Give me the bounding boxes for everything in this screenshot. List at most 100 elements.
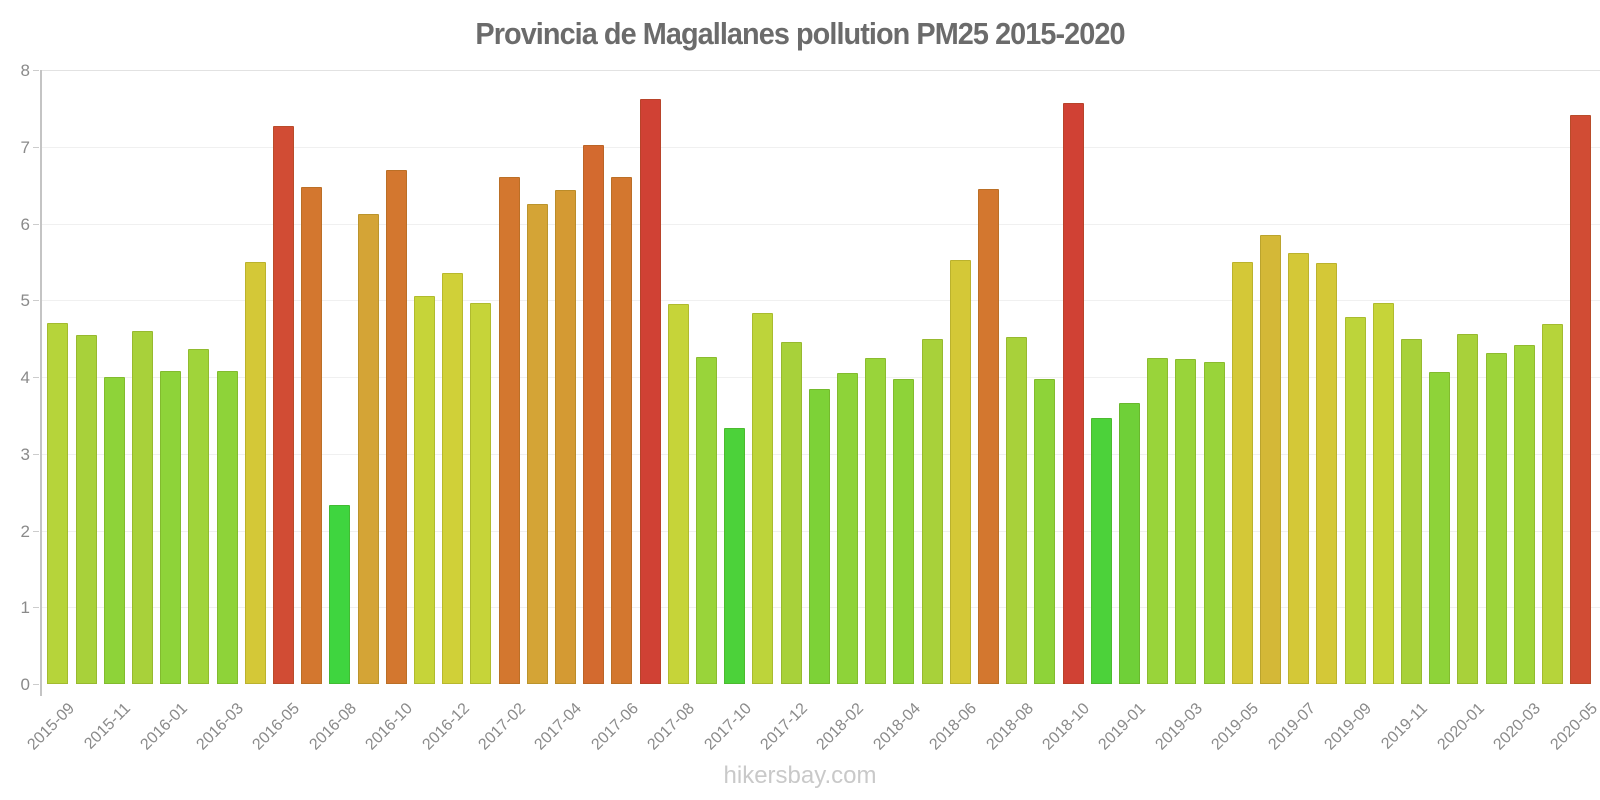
bar-2020-05: [1570, 115, 1592, 684]
bar-month-38: [1090, 417, 1112, 684]
y-tick-label-8: 8: [20, 61, 30, 80]
x-tick-label-2019-05: 2019-05: [1208, 700, 1263, 754]
bar-2016-03: [216, 370, 238, 684]
x-tick-label-2017-06: 2017-06: [588, 700, 642, 754]
bar-2017-02: [498, 176, 520, 684]
bar-month-12: [357, 214, 379, 684]
bar-month-24: [695, 357, 717, 684]
gridline-y-5: [40, 300, 1600, 302]
x-tick-label-2018-02: 2018-02: [813, 700, 868, 754]
y-axis-tick: [33, 530, 39, 532]
x-tick-label-2017-08: 2017-08: [644, 700, 699, 754]
bar-month-48: [1372, 303, 1394, 684]
bar-month-42: [1203, 362, 1225, 684]
bar-month-36: [1034, 378, 1056, 684]
bar-month-2: [75, 334, 97, 684]
x-tick-label-2017-12: 2017-12: [757, 700, 812, 754]
x-tick-label-2020-01: 2020-01: [1434, 700, 1488, 754]
watermark: hikersbay.com: [723, 762, 877, 789]
bar-month-32: [921, 339, 943, 684]
x-tick-label-2018-06: 2018-06: [926, 700, 981, 754]
bar-month-40: [1147, 357, 1169, 684]
bar-2019-05: [1231, 261, 1253, 684]
x-tick-label-2019-07: 2019-07: [1265, 700, 1319, 754]
bar-2019-07: [1288, 253, 1310, 684]
x-tick-label-2019-01: 2019-01: [1095, 700, 1150, 754]
x-tick-label-2019-09: 2019-09: [1321, 700, 1376, 754]
x-tick-label-2016-10: 2016-10: [362, 700, 417, 754]
y-tick-label-2: 2: [20, 521, 30, 541]
bar-2017-08: [667, 304, 689, 684]
bar-2016-05: [272, 126, 294, 684]
bar-month-26: [752, 312, 774, 684]
x-tick-label-2016-08: 2016-08: [306, 700, 360, 754]
bar-month-10: [301, 186, 323, 684]
y-axis-tick: [33, 453, 39, 455]
bar-month-46: [1316, 262, 1338, 684]
bar-2016-12: [442, 272, 464, 684]
bar-month-6: [188, 348, 210, 684]
gridline-y-4: [40, 377, 1600, 378]
x-tick-label-2016-01: 2016-01: [137, 700, 191, 754]
bar-month-54: [1541, 324, 1563, 684]
x-tick-label-2020-03: 2020-03: [1490, 700, 1545, 754]
x-tick-label-2016-05: 2016-05: [249, 700, 304, 754]
x-tick-label-2019-11: 2019-11: [1378, 700, 1432, 753]
bar-2018-04: [893, 379, 915, 684]
y-axis-tick: [33, 70, 39, 71]
bar-month-28: [808, 388, 830, 684]
y-tick-label-5: 5: [20, 291, 30, 311]
bar-2019-11: [1400, 339, 1422, 684]
y-tick-label-4: 4: [20, 368, 30, 387]
bar-2018-06: [949, 259, 971, 684]
bar-2016-08: [329, 505, 351, 684]
bar-2016-01: [160, 370, 182, 684]
bar-month-16: [470, 302, 492, 684]
x-tick-label-2018-10: 2018-10: [1039, 700, 1094, 754]
chart-title: Provincia de Magallanes pollution PM25 2…: [475, 16, 1125, 51]
bar-2019-09: [1344, 317, 1366, 684]
bar-2019-03: [1175, 359, 1197, 684]
y-axis-tick: [33, 377, 39, 378]
y-axis-tick: [33, 684, 39, 685]
bar-month-34: [977, 188, 999, 684]
x-tick-label-2017-10: 2017-10: [701, 700, 755, 754]
bar-month-14: [413, 296, 435, 684]
bar-2017-10: [724, 428, 746, 684]
bar-2019-01: [1118, 403, 1140, 684]
bar-month-8: [244, 261, 266, 684]
x-tick-label-2018-08: 2018-08: [983, 700, 1037, 754]
y-axis-tick: [33, 223, 39, 225]
bar-month-30: [865, 357, 887, 684]
y-axis-tick: [33, 146, 39, 148]
bar-2020-01: [1457, 334, 1479, 684]
x-tick-label-2017-04: 2017-04: [531, 700, 586, 754]
gridline-y-6: [40, 223, 1600, 225]
y-tick-label-0: 0: [20, 675, 30, 694]
x-tick-label-2018-04: 2018-04: [870, 700, 924, 754]
x-tick-label-2017-02: 2017-02: [475, 700, 530, 754]
bar-month-20: [583, 145, 605, 684]
bar-month-4: [131, 330, 153, 684]
y-tick-label-1: 1: [20, 598, 30, 618]
bar-2015-11: [103, 377, 125, 684]
x-tick-label-2020-05: 2020-05: [1547, 700, 1600, 754]
x-tick-label-2019-03: 2019-03: [1152, 700, 1206, 754]
bar-month-44: [1259, 235, 1281, 684]
y-tick-label-7: 7: [20, 137, 30, 157]
x-tick-label-2015-11: 2015-11: [81, 700, 135, 753]
bar-2017-06: [611, 176, 633, 684]
x-tick-label-2015-09: 2015-09: [24, 700, 78, 754]
y-tick-label-3: 3: [20, 444, 30, 464]
gridline-y-7: [40, 146, 1600, 148]
bar-2015-09: [47, 323, 69, 684]
bar-2020-03: [1513, 344, 1535, 684]
bar-month-50: [1429, 371, 1451, 684]
bar-month-18: [526, 203, 548, 684]
y-axis-tick: [33, 300, 39, 302]
bar-2016-10: [385, 169, 407, 684]
gridline-y-8: [40, 70, 1600, 71]
y-axis-line: [40, 70, 42, 696]
y-tick-label-6: 6: [20, 214, 30, 234]
